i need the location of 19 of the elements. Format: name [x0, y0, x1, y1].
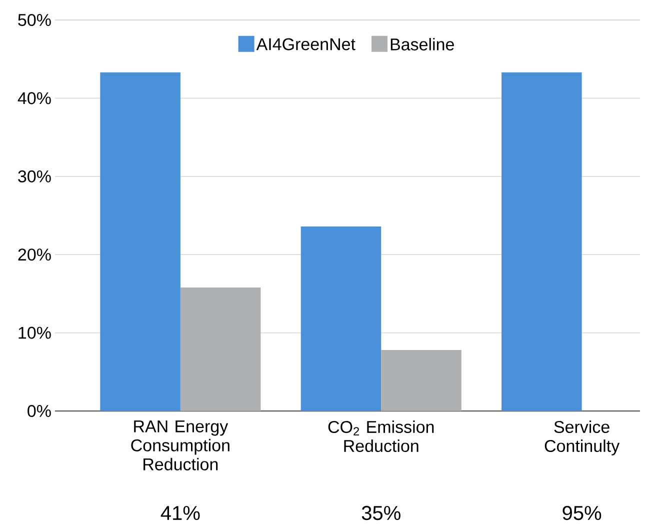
legend-label: AI4GreenNet [256, 38, 356, 50]
bar [381, 350, 462, 411]
x-tick-label: CO$_{2}$ Emission Reduction [328, 420, 434, 452]
text: 95% [562, 506, 602, 520]
y-tick-label: 40% [18, 92, 51, 104]
legend-label: Baseline [390, 38, 454, 50]
bar [180, 287, 261, 411]
x-tick-label: RAN Energy Consumption Reduction [131, 420, 230, 470]
y-tick-label: 30% [18, 170, 51, 182]
text: 41% [160, 506, 200, 520]
y-tick-label: 10% [18, 326, 51, 339]
bar [300, 226, 382, 411]
text: 35% [362, 506, 400, 520]
bar [100, 72, 180, 411]
bar [502, 72, 582, 411]
y-tick-label: 20% [18, 248, 51, 261]
x-tick-label: Service Continulty [544, 420, 620, 456]
y-tick-label: 50% [18, 14, 51, 26]
y-tick-label: 0% [28, 404, 51, 418]
